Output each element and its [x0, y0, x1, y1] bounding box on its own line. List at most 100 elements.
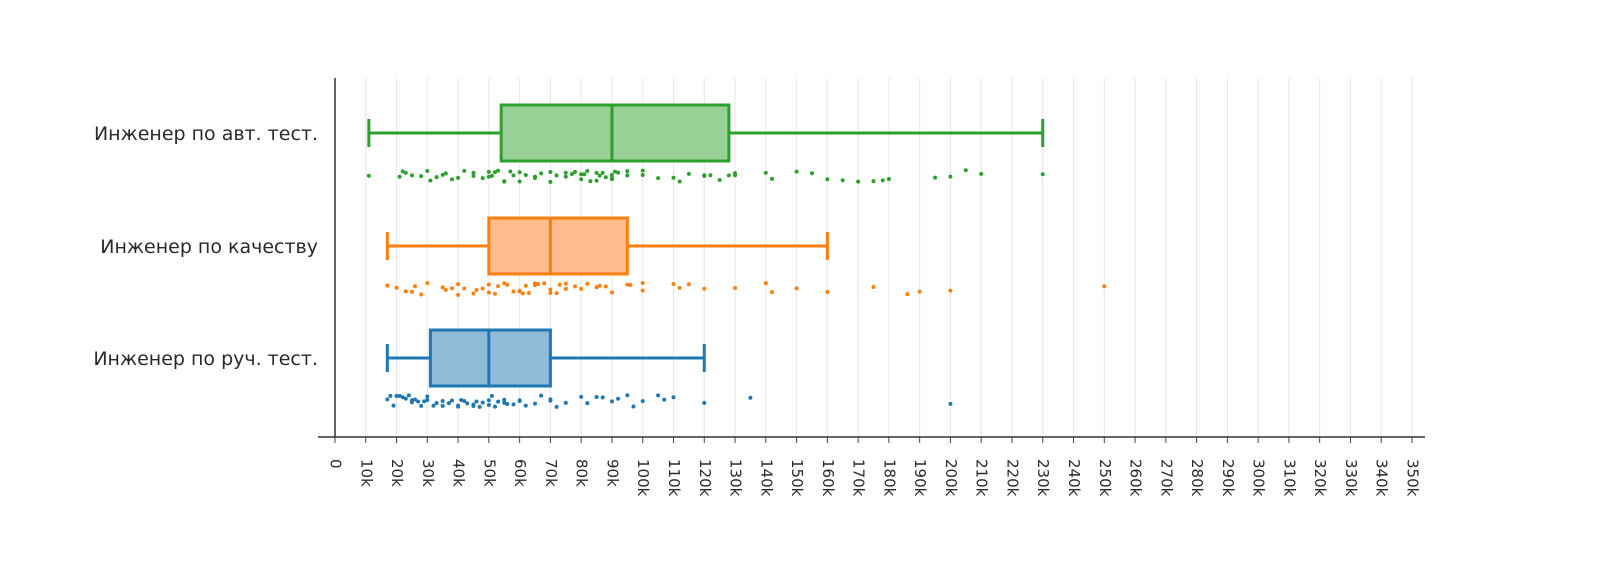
data-point — [579, 394, 584, 399]
data-point — [625, 173, 630, 178]
data-point — [403, 396, 408, 401]
x-tick-label: 170k — [850, 459, 868, 497]
data-point — [726, 173, 731, 178]
data-point — [511, 402, 516, 407]
data-point — [425, 281, 430, 286]
data-point — [594, 170, 599, 175]
data-point — [385, 397, 390, 402]
data-point — [425, 168, 430, 173]
data-point — [948, 174, 953, 179]
data-point — [625, 393, 630, 398]
x-tick-label: 200k — [942, 459, 960, 497]
data-point — [440, 285, 445, 290]
box-trace — [385, 328, 953, 409]
data-point — [443, 288, 448, 293]
data-point — [579, 286, 584, 291]
box-trace — [385, 216, 1107, 297]
data-point — [471, 291, 476, 296]
x-tick-label: 300k — [1250, 459, 1268, 497]
data-point — [397, 393, 402, 398]
data-point — [486, 169, 491, 174]
data-point — [539, 393, 544, 398]
x-tick-label: 80k — [573, 459, 591, 487]
data-point — [579, 177, 584, 182]
data-point — [422, 399, 427, 404]
data-point — [603, 284, 608, 289]
data-point — [366, 173, 371, 178]
data-point — [733, 285, 738, 290]
data-point — [554, 173, 559, 178]
data-point — [425, 398, 430, 403]
data-point — [440, 398, 445, 403]
data-point — [397, 174, 402, 179]
x-tick-label: 350k — [1404, 459, 1422, 497]
data-point — [563, 286, 568, 291]
data-point — [440, 403, 445, 408]
data-point — [480, 400, 485, 405]
data-point — [662, 397, 667, 402]
x-tick-label: 310k — [1280, 459, 1298, 497]
data-point — [449, 286, 454, 291]
x-tick-label: 260k — [1127, 459, 1145, 497]
data-point — [563, 174, 568, 179]
data-point — [871, 285, 876, 290]
x-tick-label: 250k — [1096, 459, 1114, 497]
data-point — [933, 175, 938, 180]
data-point — [409, 398, 414, 403]
x-tick-label: 110k — [665, 459, 683, 497]
data-point — [493, 170, 498, 175]
data-point — [511, 173, 516, 178]
data-point — [548, 170, 553, 175]
data-point — [459, 397, 464, 402]
data-point — [517, 170, 522, 175]
data-point — [656, 393, 661, 398]
data-point — [440, 172, 445, 177]
data-point — [948, 401, 953, 406]
x-tick-label: 120k — [696, 459, 714, 497]
data-point — [471, 173, 476, 178]
data-point — [517, 179, 522, 184]
data-point — [511, 289, 516, 294]
data-point — [523, 283, 528, 288]
x-tick-label: 150k — [788, 459, 806, 497]
data-point — [462, 398, 467, 403]
data-point — [585, 401, 590, 406]
data-point — [809, 171, 814, 176]
data-point — [609, 175, 614, 180]
data-point — [597, 283, 602, 288]
data-point — [413, 284, 418, 289]
data-point — [677, 285, 682, 290]
data-point — [825, 289, 830, 294]
data-point — [563, 170, 568, 175]
data-point — [471, 403, 476, 408]
category-label: Инженер по авт. тест. — [94, 123, 318, 145]
data-point — [486, 282, 491, 287]
data-point — [717, 178, 722, 183]
x-tick-label: 330k — [1342, 459, 1360, 497]
data-point — [769, 176, 774, 181]
data-point — [917, 289, 922, 294]
x-tick-label: 90k — [603, 459, 621, 487]
data-point — [449, 398, 454, 403]
data-point — [613, 169, 618, 174]
data-point — [794, 286, 799, 291]
data-point — [486, 398, 491, 403]
data-point — [533, 176, 538, 181]
data-point — [579, 172, 584, 177]
data-point — [769, 290, 774, 295]
data-point — [486, 402, 491, 407]
data-point — [733, 171, 738, 176]
data-point — [533, 401, 538, 406]
data-point — [554, 404, 559, 409]
data-point — [905, 292, 910, 297]
x-tick-label: 0 — [327, 459, 345, 469]
data-point — [640, 281, 645, 286]
data-point — [600, 170, 605, 175]
data-point — [963, 168, 968, 173]
data-point — [548, 179, 553, 184]
data-point — [948, 288, 953, 293]
data-point — [465, 401, 470, 406]
data-point — [594, 395, 599, 400]
category-label: Инженер по руч. тест. — [93, 348, 318, 370]
